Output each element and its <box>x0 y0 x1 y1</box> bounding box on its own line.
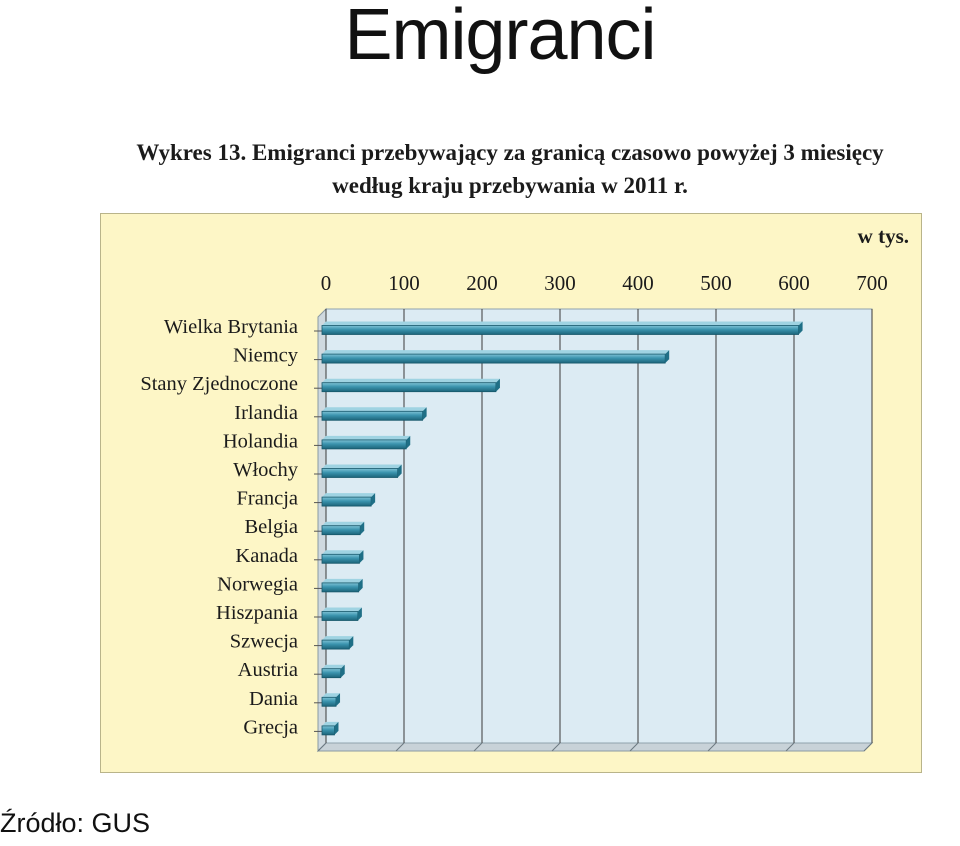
bar-front-face <box>321 639 350 650</box>
bar-end-face <box>422 407 427 421</box>
gridline-floor <box>707 742 717 752</box>
x-tick-label: 700 <box>856 271 888 295</box>
bar <box>321 493 376 507</box>
bar-end-face <box>397 464 402 478</box>
bar <box>321 350 670 364</box>
category-label: Belgia <box>244 516 298 538</box>
bar-end-face <box>665 350 670 364</box>
x-tick-label: 300 <box>544 271 576 295</box>
bar-top-face <box>322 636 354 641</box>
bar-front-face <box>321 553 360 564</box>
bar-front-face <box>321 696 337 707</box>
bar-front-face <box>321 725 335 736</box>
x-tick-label: 400 <box>622 271 654 295</box>
gridline-floor <box>629 742 639 752</box>
gridline-floor <box>395 742 405 752</box>
bar <box>321 550 364 564</box>
bar-front-face <box>321 525 361 536</box>
bar-end-face <box>406 435 411 449</box>
bar <box>321 693 341 707</box>
bar-end-face <box>334 721 339 735</box>
bar-top-face <box>322 464 402 469</box>
bar-end-face <box>358 578 363 592</box>
bar-top-face <box>322 578 363 583</box>
bar-top-face <box>322 521 365 526</box>
bar <box>321 578 363 593</box>
category-label: Francja <box>237 488 298 510</box>
bar-front-face <box>321 325 799 335</box>
bar-top-face <box>322 693 341 698</box>
bar-end-face <box>336 693 341 707</box>
category-label: Niemcy <box>233 345 299 367</box>
gridline-floor <box>551 742 561 752</box>
slide-title: Emigranci <box>344 0 656 75</box>
chart-title-line2: według kraju przebywania w 2011 r. <box>332 173 688 198</box>
category-label: Grecja <box>243 716 298 738</box>
bar <box>321 636 354 650</box>
x-tick-label: 100 <box>388 271 420 295</box>
bar-top-face <box>322 607 362 612</box>
bar-front-face <box>321 410 424 421</box>
category-label: Kanada <box>235 545 298 567</box>
category-label: Holandia <box>223 430 298 452</box>
category-label: Dania <box>249 688 298 710</box>
gridline-floor <box>863 742 873 752</box>
gridline-floor <box>473 742 483 752</box>
category-label: Norwegia <box>217 573 298 595</box>
bar <box>321 378 500 393</box>
bar <box>321 321 803 335</box>
x-tick-label: 0 <box>321 271 332 295</box>
bar <box>321 664 345 679</box>
x-tick-label: 600 <box>778 271 810 295</box>
bar-front-face <box>321 582 360 593</box>
plot-floor <box>316 742 874 752</box>
bar-front-face <box>321 353 666 364</box>
bar-top-face <box>322 493 376 498</box>
bar <box>321 521 365 536</box>
bar <box>321 407 427 421</box>
bar-top-face <box>322 550 364 555</box>
bar-front-face <box>321 668 342 679</box>
bar-end-face <box>360 521 365 535</box>
x-tick-label: 500 <box>700 271 732 295</box>
category-label: Wielka Brytania <box>164 316 298 338</box>
bar-top-face <box>322 435 411 440</box>
bar-top-face <box>322 378 500 383</box>
bar-front-face <box>321 496 372 507</box>
category-label: Stany Zjednoczone <box>140 373 298 395</box>
bar-end-face <box>357 607 362 621</box>
bar <box>321 464 402 478</box>
gridline-floor <box>317 742 327 752</box>
unit-label: w tys. <box>858 224 909 248</box>
category-label: Włochy <box>233 459 299 481</box>
bar-front-face <box>321 439 407 450</box>
bar-end-face <box>495 378 500 392</box>
bar-top-face <box>322 321 803 326</box>
category-label: Szwecja <box>230 631 298 653</box>
bar <box>321 607 362 621</box>
bar-front-face <box>321 468 399 478</box>
bar-end-face <box>340 664 345 678</box>
bar-front-face <box>321 611 359 621</box>
plot-area <box>325 308 873 744</box>
bar-top-face <box>322 350 670 355</box>
category-label: Hiszpania <box>216 602 298 624</box>
bar-end-face <box>371 493 376 507</box>
bar-end-face <box>798 321 803 335</box>
chart-title-line1: Wykres 13. Emigranci przebywający za gra… <box>136 140 884 165</box>
bar-top-face <box>322 407 427 412</box>
category-label: Irlandia <box>234 402 298 424</box>
source-note: Źródło: GUS <box>0 808 151 838</box>
bar-end-face <box>349 636 354 650</box>
category-label: Austria <box>238 659 298 681</box>
bar-top-face <box>322 721 339 726</box>
gridline-floor <box>785 742 795 752</box>
bar <box>321 435 411 450</box>
bar-front-face <box>321 382 497 393</box>
bar-end-face <box>359 550 364 564</box>
bar <box>321 721 339 736</box>
bar-top-face <box>322 664 345 669</box>
x-tick-label: 200 <box>466 271 498 295</box>
